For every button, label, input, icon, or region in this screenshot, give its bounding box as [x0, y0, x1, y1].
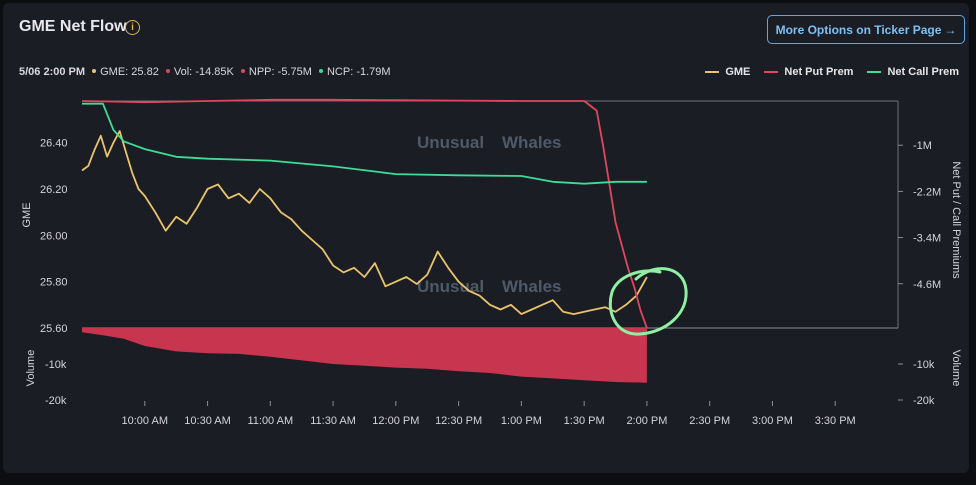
- x-tick-label-2: 11:00 AM: [247, 415, 293, 427]
- watermark-word1-0: Unusual: [417, 133, 484, 152]
- volume-right-tick-0: -10k: [913, 359, 935, 371]
- npp-dot-icon: [240, 69, 245, 74]
- x-tick-label-9: 2:30 PM: [689, 415, 730, 427]
- chart-legend: GME Net Put Prem Net Call Prem: [705, 66, 959, 78]
- x-tick-label-3: 11:30 AM: [310, 415, 356, 427]
- annotation-layer: [608, 267, 688, 336]
- right-axis-title: Net Put / Call Premiums: [950, 161, 962, 279]
- readout-gme-label: GME:: [100, 66, 129, 78]
- volume-right-axis-title: Volume: [950, 350, 962, 387]
- volume-right-tick-1: -20k: [913, 395, 935, 407]
- legend-label-gme: GME: [725, 66, 751, 78]
- arrow-right-icon: →: [944, 22, 957, 37]
- chart-axes: 26.40 26.20 26.00 25.80 25.60 -1M -2.2M -3.4M -4…: [21, 100, 962, 427]
- readout-time: 5/06 2:00 PM: [19, 66, 86, 78]
- left-tick-label-2: 26.00: [40, 230, 68, 242]
- crosshair-readout: 5/06 2:00 PM GME: 25.82 Vol: -14.85K NPP…: [19, 66, 391, 78]
- watermark-word1-1: Unusual: [417, 277, 484, 296]
- x-tick-label-8: 2:00 PM: [626, 415, 667, 427]
- x-tick-label-7: 1:30 PM: [564, 415, 605, 427]
- vol-dot-icon: [165, 69, 170, 74]
- legend-swatch-net-put-prem: [764, 71, 779, 73]
- annotation-circle: [608, 267, 688, 336]
- right-tick-label-2: -3.4M: [913, 233, 941, 245]
- readout-vol-label: Vol:: [173, 66, 193, 78]
- legend-swatch-net-call-prem: [867, 71, 882, 73]
- series-line-net-put-prem: [81, 98, 648, 329]
- right-tick-label-1: -2.2M: [913, 186, 941, 198]
- legend-item-net-put-prem[interactable]: Net Put Prem: [764, 66, 853, 78]
- series-line-gme: [81, 130, 648, 315]
- legend-item-net-call-prem[interactable]: Net Call Prem: [867, 66, 959, 78]
- series-layer: [81, 98, 648, 329]
- left-tick-label-1: 26.20: [40, 184, 68, 196]
- readout-vol-value: -14.85K: [195, 66, 234, 78]
- info-circle-icon[interactable]: i: [125, 20, 140, 35]
- watermark-word2-0: Whales: [502, 133, 562, 152]
- more-options-label: More Options on Ticker Page: [775, 22, 942, 37]
- watermark-word2-1: Whales: [502, 277, 562, 296]
- readout-gme-value: 25.82: [131, 66, 159, 78]
- right-tick-label-3: -4.6M: [913, 279, 941, 291]
- legend-label-net-put-prem: Net Put Prem: [784, 66, 854, 78]
- chart-card: [3, 3, 969, 473]
- x-tick-label-4: 12:00 PM: [372, 415, 419, 427]
- legend-item-gme[interactable]: GME: [705, 66, 750, 78]
- x-tick-label-0: 10:00 AM: [122, 415, 168, 427]
- left-tick-label-3: 25.80: [40, 277, 68, 289]
- readout-ncp-label: NCP:: [326, 66, 354, 78]
- left-tick-label-4: 25.60: [40, 323, 68, 335]
- x-tick-label-6: 1:00 PM: [501, 415, 542, 427]
- x-tick-label-5: 12:30 PM: [435, 415, 482, 427]
- volume-left-axis-title: Volume: [25, 350, 37, 387]
- readout-npp-value: -5.75M: [277, 66, 312, 78]
- page-title: GME Net Flow: [19, 18, 127, 35]
- left-axis-title: GME: [21, 202, 33, 227]
- x-tick-label-1: 10:30 AM: [184, 415, 230, 427]
- x-tick-label-11: 3:30 PM: [815, 415, 856, 427]
- left-tick-label-0: 26.40: [40, 138, 68, 150]
- series-line-net-call-prem: [82, 102, 647, 185]
- volume-area: [82, 328, 647, 383]
- gme-dot-icon: [92, 69, 97, 74]
- watermark-layer: Unusual Whales Unusual Whales: [417, 133, 562, 296]
- volume-left-tick-1: -20k: [45, 395, 67, 407]
- volume-layer: [82, 328, 647, 383]
- more-options-button[interactable]: More Options on Ticker Page →: [767, 15, 965, 44]
- x-tick-label-10: 3:00 PM: [752, 415, 793, 427]
- readout-npp-label: NPP:: [248, 66, 275, 78]
- legend-swatch-gme: [705, 71, 720, 73]
- right-tick-label-0: -1M: [913, 140, 932, 152]
- ncp-dot-icon: [318, 69, 323, 74]
- readout-ncp-value: -1.79M: [356, 66, 391, 78]
- legend-label-net-call-prem: Net Call Prem: [887, 66, 959, 78]
- volume-left-tick-0: -10k: [45, 359, 67, 371]
